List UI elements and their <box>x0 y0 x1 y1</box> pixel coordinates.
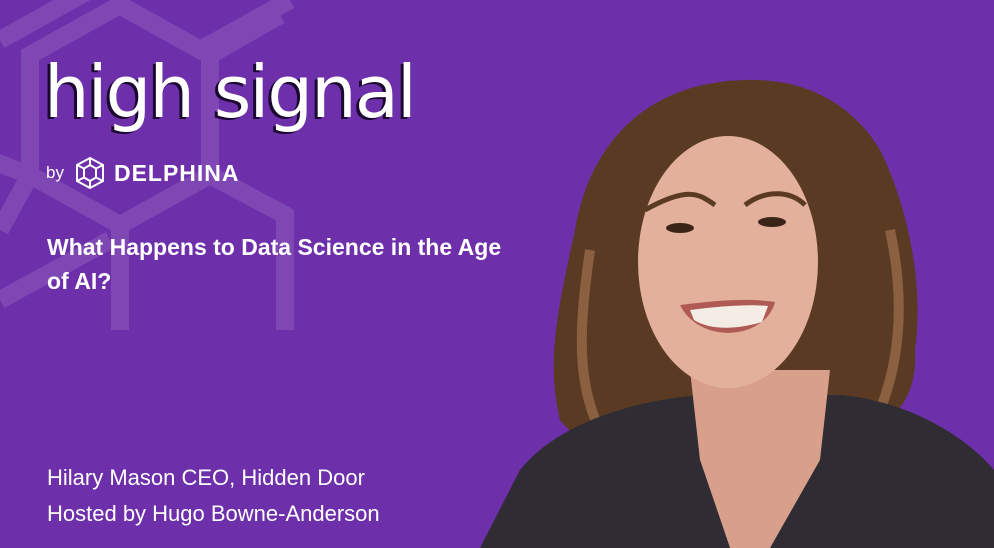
brand-name: DELPHINA <box>113 159 240 186</box>
neck <box>690 370 830 548</box>
guest-line: Hilary Mason CEO, Hidden Door <box>47 465 365 490</box>
byline: by DELPHINA <box>46 156 240 190</box>
podcast-title: high signal <box>44 50 417 134</box>
face <box>638 136 818 388</box>
host-line: Hosted by Hugo Bowne-Anderson <box>47 501 380 526</box>
credits: Hilary Mason CEO, Hidden Door Hosted by … <box>47 460 380 532</box>
by-label: by <box>46 163 64 182</box>
delphina-cube-logo-icon <box>75 156 104 190</box>
episode-headline: What Happens to Data Science in the Age … <box>47 234 502 294</box>
